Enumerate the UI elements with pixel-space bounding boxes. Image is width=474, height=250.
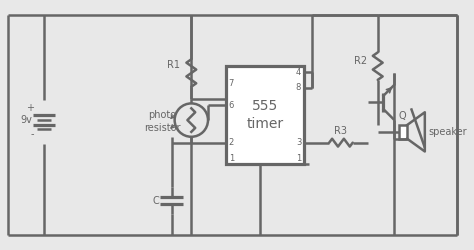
Text: R1: R1 <box>167 60 180 70</box>
Text: R2: R2 <box>354 56 366 66</box>
Text: 3: 3 <box>296 138 301 147</box>
Text: 2: 2 <box>228 138 234 147</box>
Text: R3: R3 <box>335 126 347 136</box>
Text: timer: timer <box>246 117 283 131</box>
Text: photo: photo <box>148 110 176 120</box>
Bar <box>226 66 304 164</box>
Text: 6: 6 <box>228 101 234 110</box>
Text: 9v: 9v <box>20 115 32 125</box>
Bar <box>399 125 407 139</box>
Text: -: - <box>31 129 34 139</box>
Text: Q: Q <box>399 111 406 121</box>
Text: +: + <box>27 103 34 113</box>
Text: 7: 7 <box>228 79 234 88</box>
Text: 8: 8 <box>296 83 301 92</box>
Text: 4: 4 <box>296 68 301 76</box>
Text: 1: 1 <box>296 154 301 163</box>
Text: 1: 1 <box>228 154 234 163</box>
Text: 555: 555 <box>252 99 278 113</box>
Text: C: C <box>153 196 159 205</box>
Text: resistor: resistor <box>144 123 180 133</box>
Text: speaker: speaker <box>429 127 467 137</box>
